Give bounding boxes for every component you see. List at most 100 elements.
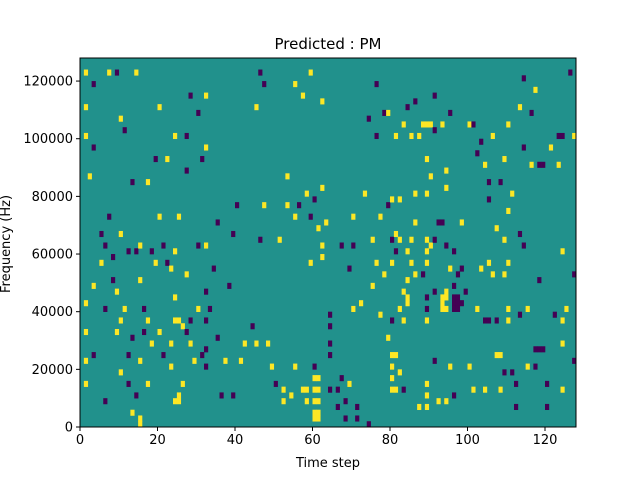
heatmap-cell	[324, 219, 329, 226]
heatmap-cell	[285, 173, 290, 180]
heatmap-cell	[525, 363, 530, 370]
heatmap-cell	[83, 380, 89, 387]
heatmap-cell	[560, 340, 565, 347]
heatmap-cell	[157, 213, 162, 220]
y-tick-label: 100000	[23, 132, 73, 147]
heatmap-cell	[529, 109, 534, 116]
heatmap-cell	[138, 415, 143, 422]
heatmap-cell	[231, 230, 236, 238]
heatmap-cell	[424, 190, 430, 197]
heatmap-cell	[448, 363, 453, 370]
heatmap-cell	[432, 288, 437, 295]
heatmap-cell	[444, 184, 449, 191]
plot-background	[80, 58, 576, 427]
heatmap-cell	[390, 236, 395, 243]
heatmap-cell	[343, 398, 348, 405]
heatmap-cell	[452, 305, 457, 312]
heatmap-cell	[204, 144, 209, 151]
heatmap-cell	[506, 305, 511, 312]
heatmap-cell	[231, 392, 236, 399]
y-tick-label: 20000	[32, 363, 73, 378]
heatmap-cell	[498, 352, 503, 359]
heatmap-cell	[486, 179, 492, 186]
heatmap-cell	[262, 202, 267, 209]
heatmap-cell	[436, 398, 441, 405]
heatmap-cell	[126, 352, 131, 359]
heatmap-cell	[560, 317, 565, 324]
heatmap-cell	[413, 219, 418, 226]
heatmap-cell	[204, 288, 209, 295]
heatmap-cell	[393, 230, 399, 238]
heatmap-cell	[386, 334, 391, 341]
heatmap-cell	[83, 328, 89, 336]
heatmap-cell	[506, 121, 511, 128]
heatmap-cell	[165, 259, 170, 266]
x-tick-label: 100	[455, 433, 480, 448]
heatmap-cell	[448, 265, 453, 272]
heatmap-cell	[204, 242, 209, 249]
heatmap-cell	[277, 236, 282, 243]
heatmap-cell	[502, 369, 507, 376]
heatmap-cell	[215, 219, 220, 226]
heatmap-cell	[390, 386, 395, 393]
heatmap-cell	[393, 386, 399, 393]
heatmap-cell	[537, 346, 542, 353]
heatmap-cell	[215, 334, 220, 341]
heatmap-cell	[308, 69, 313, 76]
heatmap-cell	[339, 375, 344, 382]
heatmap-cell	[351, 213, 356, 220]
plot-area	[79, 57, 577, 428]
heatmap-cell	[560, 248, 565, 255]
heatmap-cell	[440, 300, 445, 307]
heatmap-cell	[428, 121, 433, 128]
heatmap-cell	[393, 352, 399, 359]
heatmap-cell	[176, 392, 182, 399]
heatmap-cell	[312, 415, 317, 422]
heatmap-cell	[440, 294, 445, 301]
heatmap-cell	[409, 132, 414, 140]
heatmap-cell	[114, 288, 120, 295]
heatmap-cell	[401, 121, 406, 128]
heatmap-cell	[138, 242, 143, 249]
heatmap-cell	[320, 242, 325, 249]
heatmap-cell	[149, 340, 154, 347]
heatmap-cell	[316, 225, 321, 232]
heatmap-cell	[424, 403, 430, 411]
heatmap-cell	[397, 305, 402, 312]
heatmap-cell	[494, 352, 499, 359]
heatmap-cell	[114, 328, 120, 336]
heatmap-cell	[281, 386, 286, 393]
heatmap-cell	[169, 340, 174, 347]
heatmap-cell	[529, 161, 534, 168]
heatmap-cell	[413, 190, 418, 197]
heatmap-cell	[169, 265, 174, 272]
heatmap-cell	[486, 196, 492, 203]
heatmap-cell	[459, 265, 464, 272]
heatmap-cell	[525, 305, 530, 312]
heatmap-cell	[521, 75, 526, 82]
heatmap-cell	[83, 300, 89, 307]
heatmap-cell	[145, 380, 151, 387]
heatmap-cell	[343, 415, 348, 422]
y-tick-label: 120000	[23, 75, 73, 90]
heatmap-cell	[471, 121, 476, 128]
heatmap-cell	[506, 317, 511, 324]
heatmap-cell	[184, 132, 189, 140]
heatmap-cell	[510, 190, 515, 197]
heatmap-cell	[506, 259, 511, 266]
heatmap-cell	[413, 271, 418, 278]
heatmap-cell	[269, 363, 275, 370]
heatmap-cell	[153, 156, 158, 163]
heatmap-cell	[118, 369, 123, 376]
heatmap-cell	[521, 144, 526, 151]
heatmap-cell	[99, 230, 104, 238]
heatmap-cell	[498, 179, 503, 186]
heatmap-cell	[328, 340, 333, 347]
heatmap-cell	[444, 294, 449, 301]
heatmap-cell	[328, 323, 333, 330]
heatmap-cell	[122, 127, 127, 134]
heatmap-cell	[130, 409, 135, 416]
heatmap-cell	[405, 248, 410, 255]
heatmap-cell	[386, 202, 391, 209]
heatmap-cell	[238, 357, 244, 364]
